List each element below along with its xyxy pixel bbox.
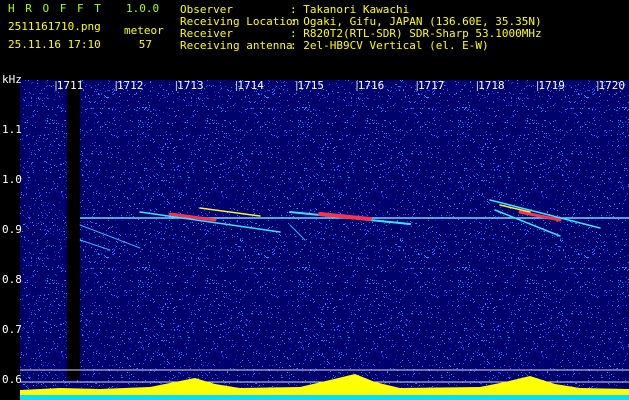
y-tick-label: 0.8 [2,273,22,286]
echo [139,211,281,233]
mode: meteor [124,24,164,37]
x-tick-label: 1712 [117,79,144,92]
info-label: Receiving antenna [180,39,293,52]
baseline-level [20,395,629,400]
info-value: : R820T2(RTL-SDR) SDR-Sharp 53.1000MHz [290,27,542,40]
info-label: Observer [180,3,233,16]
x-tick-label: 1717 [418,79,445,92]
echo [499,204,531,213]
meteor-echoes [79,199,601,251]
info-label: Receiver [180,27,233,40]
y-tick-label: 1.1 [2,123,22,136]
header: H R O F F T 1.0.0 2511161710.png meteor … [8,2,164,51]
y-tick-label: 0.9 [2,223,22,236]
count: 57 [139,38,152,51]
echo [489,199,601,229]
x-tick-label: 1718 [478,79,505,92]
activity-level [20,374,629,400]
gap-band [67,80,80,380]
info-label: Receiving Location [180,15,299,28]
echo [79,239,111,251]
y-unit: kHz [2,73,22,86]
datetime: 25.11.16 17:10 [8,38,101,51]
x-tick-label: 1711 [57,79,84,92]
echo [199,207,261,217]
noise [20,80,629,400]
app-title: H R O F F T [8,2,103,15]
filename: 2511161710.png [8,20,101,33]
x-tick-label: 1713 [177,79,204,92]
y-tick-label: 0.7 [2,323,22,336]
x-tick-label: 1719 [538,79,565,92]
echo [518,210,562,222]
y-tick-label: 0.6 [2,373,22,386]
y-tick-label: 1.0 [2,173,22,186]
info-value: : Ogaki, Gifu, JAPAN (136.60E, 35.35N) [290,15,542,28]
x-tick-label: 1715 [298,79,325,92]
echo [318,212,372,221]
x-tick-label: 1716 [358,79,385,92]
info-value: : 2el-HB9CV Vertical (el. E-W) [290,39,489,52]
x-tick-label: 1720 [599,79,626,92]
info-value: : Takanori Kawachi [290,3,409,16]
app-version: 1.0.0 [126,2,159,15]
x-tick-label: 1714 [237,79,264,92]
echo [494,209,561,237]
echo [289,224,306,241]
echo [168,212,217,222]
echo [79,224,141,249]
